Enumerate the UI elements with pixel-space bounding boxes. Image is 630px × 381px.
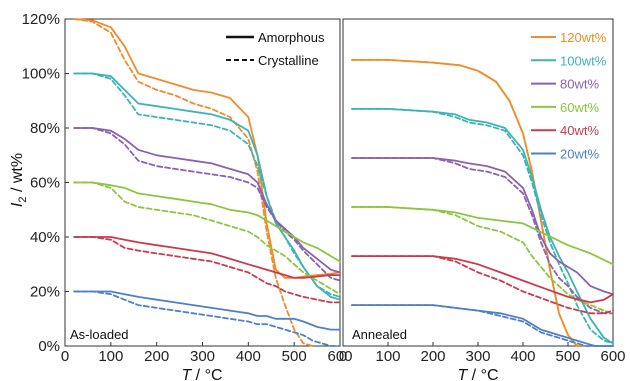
legend-label-60wtpct: 60wt% bbox=[560, 100, 599, 115]
x-tick-label-as-loaded: 200 bbox=[144, 348, 169, 365]
y-tick-label: 100% bbox=[22, 66, 60, 83]
x-tick-label-annealed: 600 bbox=[600, 348, 625, 365]
as-loaded-plot-frame bbox=[64, 18, 341, 347]
legend-crystalline-label: Crystalline bbox=[258, 53, 319, 68]
y-axis-title: I2 / wt% bbox=[9, 153, 29, 207]
x-tick-label-as-loaded: 0 bbox=[61, 348, 69, 365]
legend-label-80wtpct: 80wt% bbox=[560, 77, 599, 92]
series-line-as-loaded-20wtpct-solid bbox=[73, 290, 341, 331]
y-tick-label: 40% bbox=[30, 229, 60, 246]
x-tick-label-annealed: 400 bbox=[510, 348, 535, 365]
y-tick-label: 0% bbox=[38, 338, 60, 355]
x-tick-label-annealed: 500 bbox=[555, 348, 580, 365]
legend-label-20wtpct: 20wt% bbox=[560, 147, 599, 162]
series-line-annealed-100wtpct-solid bbox=[351, 108, 614, 345]
series-legend: 120wt% 100wt% 80wt% 60wt% 40wt% 20wt% bbox=[531, 30, 607, 162]
x-tick-label-as-loaded: 400 bbox=[236, 348, 261, 365]
series-line-as-loaded-80wtpct-solid bbox=[73, 127, 341, 274]
y-tick-label: 20% bbox=[30, 284, 60, 301]
legend-label-120wtpct: 120wt% bbox=[560, 30, 607, 45]
series-line-as-loaded-100wtpct-dashed bbox=[73, 72, 341, 298]
series-line-as-loaded-60wtpct-solid bbox=[73, 181, 341, 263]
series-line-as-loaded-60wtpct-dashed bbox=[73, 181, 341, 296]
series-line-annealed-40wtpct-dashed bbox=[351, 255, 614, 315]
series-line-annealed-100wtpct-dashed bbox=[351, 108, 614, 345]
x-tick-label-annealed: 200 bbox=[420, 348, 445, 365]
series-line-as-loaded-120wtpct-solid bbox=[73, 18, 341, 279]
series-layer bbox=[73, 18, 614, 347]
series-line-annealed-60wtpct-dashed bbox=[351, 206, 614, 315]
series-line-annealed-20wtpct-dashed bbox=[351, 304, 614, 347]
x-tick-label-annealed: 300 bbox=[465, 348, 490, 365]
series-line-as-loaded-80wtpct-dashed bbox=[73, 127, 341, 282]
series-line-as-loaded-40wtpct-dashed bbox=[73, 236, 341, 304]
x-tick-label-as-loaded: 600 bbox=[327, 348, 352, 365]
x-tick-label-annealed: 0 bbox=[339, 348, 347, 365]
series-line-annealed-120wtpct-solid bbox=[351, 59, 583, 347]
x-axis-title-left: T / °C bbox=[181, 367, 222, 381]
series-line-annealed-120wtpct-dashed bbox=[351, 59, 583, 347]
series-line-as-loaded-120wtpct-dashed bbox=[73, 18, 314, 347]
x-axis-title-right: T / °C bbox=[457, 367, 498, 381]
series-line-as-loaded-20wtpct-dashed bbox=[73, 290, 341, 347]
x-tick-label-annealed: 100 bbox=[375, 348, 400, 365]
line-style-legend: Amorphous Crystalline bbox=[226, 30, 325, 68]
x-tick-label-as-loaded: 300 bbox=[190, 348, 215, 365]
tick-layer: 0 100 200 300 400 500 600 0% 20% 40% 60% 80% 100% 120… bbox=[22, 11, 626, 365]
x-tick-label-as-loaded: 100 bbox=[98, 348, 123, 365]
legend-label-100wtpct: 100wt% bbox=[560, 53, 607, 68]
x-tick-label-as-loaded: 500 bbox=[282, 348, 307, 365]
series-line-annealed-80wtpct-solid bbox=[351, 157, 614, 296]
panel-label-annealed: Annealed bbox=[352, 327, 407, 342]
series-line-as-loaded-40wtpct-solid bbox=[73, 236, 341, 279]
panel-label-as-loaded: As-loaded bbox=[70, 327, 129, 342]
y-tick-label: 120% bbox=[22, 11, 60, 28]
legend-amorphous-label: Amorphous bbox=[258, 30, 325, 45]
series-line-annealed-80wtpct-dashed bbox=[351, 157, 614, 315]
y-tick-label: 80% bbox=[30, 120, 60, 137]
legend-label-40wtpct: 40wt% bbox=[560, 123, 599, 138]
y-tick-label: 60% bbox=[30, 175, 60, 192]
